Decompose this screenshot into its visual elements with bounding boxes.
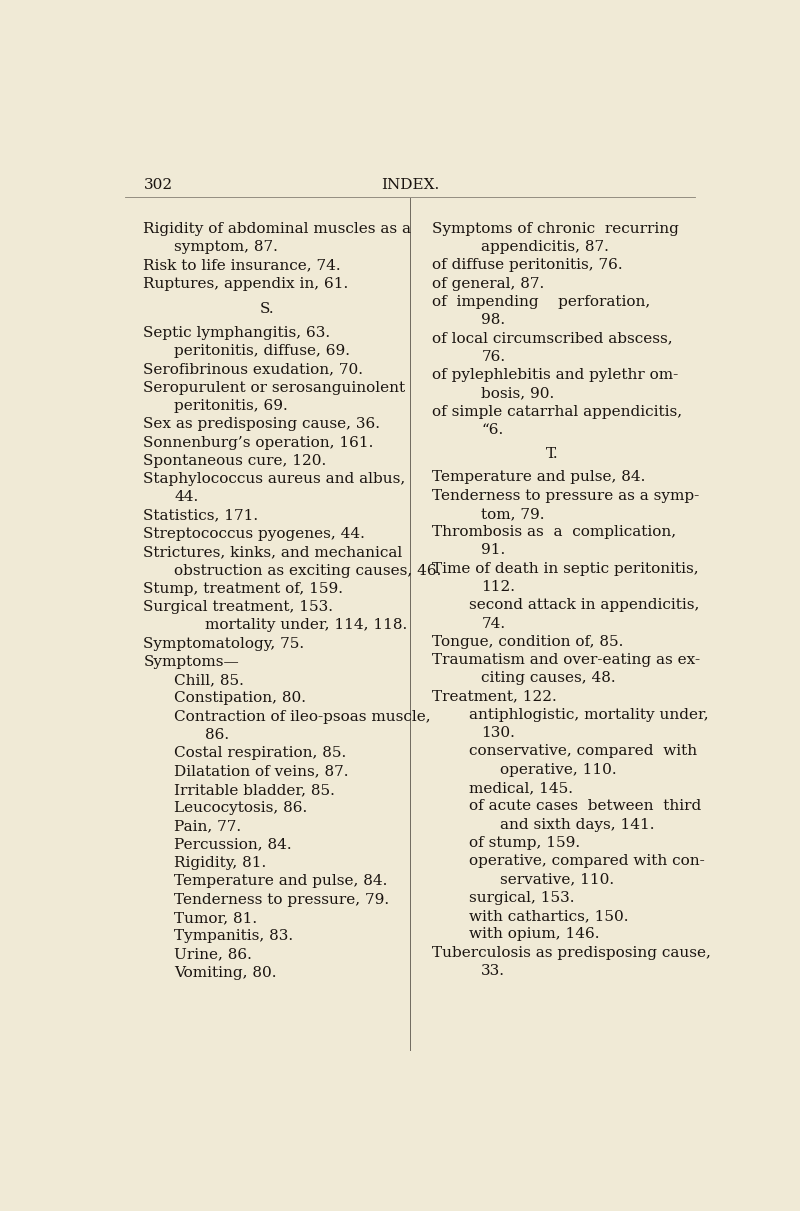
Text: Rigidity, 81.: Rigidity, 81. bbox=[174, 856, 266, 869]
Text: appendicitis, 87.: appendicitis, 87. bbox=[482, 240, 609, 254]
Text: 98.: 98. bbox=[482, 314, 506, 327]
Text: Tumor, 81.: Tumor, 81. bbox=[174, 911, 258, 925]
Text: 91.: 91. bbox=[482, 544, 506, 557]
Text: Chill, 85.: Chill, 85. bbox=[174, 673, 244, 687]
Text: of simple catarrhal appendicitis,: of simple catarrhal appendicitis, bbox=[432, 404, 682, 419]
Text: Traumatism and over-eating as ex-: Traumatism and over-eating as ex- bbox=[432, 653, 700, 667]
Text: Streptococcus pyogenes, 44.: Streptococcus pyogenes, 44. bbox=[143, 527, 366, 541]
Text: 44.: 44. bbox=[174, 490, 198, 505]
Text: of stump, 159.: of stump, 159. bbox=[469, 836, 580, 850]
Text: Septic lymphangitis, 63.: Septic lymphangitis, 63. bbox=[143, 326, 330, 340]
Text: with cathartics, 150.: with cathartics, 150. bbox=[469, 909, 629, 923]
Text: 74.: 74. bbox=[482, 616, 506, 631]
Text: 86.: 86. bbox=[206, 728, 230, 742]
Text: of acute cases  between  third: of acute cases between third bbox=[469, 799, 701, 814]
Text: Costal respiration, 85.: Costal respiration, 85. bbox=[174, 746, 346, 761]
Text: citing causes, 48.: citing causes, 48. bbox=[482, 671, 616, 685]
Text: mortality under, 114, 118.: mortality under, 114, 118. bbox=[206, 619, 408, 632]
Text: 302: 302 bbox=[143, 178, 173, 193]
Text: and sixth days, 141.: and sixth days, 141. bbox=[500, 817, 654, 832]
Text: Tenderness to pressure, 79.: Tenderness to pressure, 79. bbox=[174, 893, 390, 907]
Text: symptom, 87.: symptom, 87. bbox=[174, 240, 278, 254]
Text: Temperature and pulse, 84.: Temperature and pulse, 84. bbox=[432, 470, 645, 484]
Text: medical, 145.: medical, 145. bbox=[469, 781, 573, 796]
Text: operative, 110.: operative, 110. bbox=[500, 763, 617, 776]
Text: Irritable bladder, 85.: Irritable bladder, 85. bbox=[174, 782, 335, 797]
Text: Treatment, 122.: Treatment, 122. bbox=[432, 689, 557, 704]
Text: 130.: 130. bbox=[482, 727, 515, 740]
Text: Symptoms—: Symptoms— bbox=[143, 655, 239, 668]
Text: Vomiting, 80.: Vomiting, 80. bbox=[174, 965, 277, 980]
Text: Rigidity of abdominal muscles as a: Rigidity of abdominal muscles as a bbox=[143, 222, 411, 236]
Text: Risk to life insurance, 74.: Risk to life insurance, 74. bbox=[143, 258, 341, 272]
Text: Surgical treatment, 153.: Surgical treatment, 153. bbox=[143, 601, 334, 614]
Text: of general, 87.: of general, 87. bbox=[432, 276, 544, 291]
Text: second attack in appendicitis,: second attack in appendicitis, bbox=[469, 598, 699, 613]
Text: S.: S. bbox=[260, 303, 274, 316]
Text: Ruptures, appendix in, 61.: Ruptures, appendix in, 61. bbox=[143, 276, 349, 291]
Text: Strictures, kinks, and mechanical: Strictures, kinks, and mechanical bbox=[143, 545, 402, 559]
Text: Percussion, 84.: Percussion, 84. bbox=[174, 838, 292, 851]
Text: Leucocytosis, 86.: Leucocytosis, 86. bbox=[174, 802, 308, 815]
Text: of local circumscribed abscess,: of local circumscribed abscess, bbox=[432, 332, 672, 345]
Text: servative, 110.: servative, 110. bbox=[500, 872, 614, 886]
Text: antiphlogistic, mortality under,: antiphlogistic, mortality under, bbox=[469, 708, 709, 722]
Text: Constipation, 80.: Constipation, 80. bbox=[174, 691, 306, 706]
Text: Pain, 77.: Pain, 77. bbox=[174, 820, 242, 833]
Text: Symptomatology, 75.: Symptomatology, 75. bbox=[143, 637, 305, 650]
Text: “6.: “6. bbox=[482, 423, 503, 437]
Text: Seropurulent or serosanguinolent: Seropurulent or serosanguinolent bbox=[143, 380, 406, 395]
Text: obstruction as exciting causes, 46.: obstruction as exciting causes, 46. bbox=[174, 563, 442, 578]
Text: 33.: 33. bbox=[482, 964, 506, 977]
Text: Sonnenburg’s operation, 161.: Sonnenburg’s operation, 161. bbox=[143, 436, 374, 449]
Text: 76.: 76. bbox=[482, 350, 506, 363]
Text: Spontaneous cure, 120.: Spontaneous cure, 120. bbox=[143, 454, 326, 467]
Text: with opium, 146.: with opium, 146. bbox=[469, 928, 599, 941]
Text: T.: T. bbox=[546, 447, 559, 460]
Text: bosis, 90.: bosis, 90. bbox=[482, 386, 554, 401]
Text: Staphylococcus aureus and albus,: Staphylococcus aureus and albus, bbox=[143, 472, 406, 486]
Text: INDEX.: INDEX. bbox=[381, 178, 439, 193]
Text: peritonitis, 69.: peritonitis, 69. bbox=[174, 400, 288, 413]
Text: Symptoms of chronic  recurring: Symptoms of chronic recurring bbox=[432, 222, 678, 236]
Text: Tuberculosis as predisposing cause,: Tuberculosis as predisposing cause, bbox=[432, 946, 710, 959]
Text: Thrombosis as  a  complication,: Thrombosis as a complication, bbox=[432, 526, 676, 539]
Text: Dilatation of veins, 87.: Dilatation of veins, 87. bbox=[174, 764, 349, 779]
Text: Stump, treatment of, 159.: Stump, treatment of, 159. bbox=[143, 581, 343, 596]
Text: Contraction of ileo-psoas muscle,: Contraction of ileo-psoas muscle, bbox=[174, 710, 431, 724]
Text: Statistics, 171.: Statistics, 171. bbox=[143, 509, 258, 523]
Text: of pylephlebitis and pylethr om-: of pylephlebitis and pylethr om- bbox=[432, 368, 678, 381]
Text: Temperature and pulse, 84.: Temperature and pulse, 84. bbox=[174, 874, 388, 888]
Text: Tympanitis, 83.: Tympanitis, 83. bbox=[174, 929, 294, 943]
Text: peritonitis, diffuse, 69.: peritonitis, diffuse, 69. bbox=[174, 344, 350, 358]
Text: operative, compared with con-: operative, compared with con- bbox=[469, 854, 705, 868]
Text: Sex as predisposing cause, 36.: Sex as predisposing cause, 36. bbox=[143, 418, 381, 431]
Text: surgical, 153.: surgical, 153. bbox=[469, 891, 574, 905]
Text: of diffuse peritonitis, 76.: of diffuse peritonitis, 76. bbox=[432, 258, 622, 272]
Text: Time of death in septic peritonitis,: Time of death in septic peritonitis, bbox=[432, 562, 698, 575]
Text: of  impending    perforation,: of impending perforation, bbox=[432, 295, 650, 309]
Text: 112.: 112. bbox=[482, 580, 515, 595]
Text: conservative, compared  with: conservative, compared with bbox=[469, 745, 697, 758]
Text: tom, 79.: tom, 79. bbox=[482, 507, 545, 521]
Text: Tongue, condition of, 85.: Tongue, condition of, 85. bbox=[432, 635, 623, 649]
Text: Tenderness to pressure as a symp-: Tenderness to pressure as a symp- bbox=[432, 488, 699, 503]
Text: Urine, 86.: Urine, 86. bbox=[174, 947, 252, 962]
Text: Serofibrinous exudation, 70.: Serofibrinous exudation, 70. bbox=[143, 362, 363, 377]
